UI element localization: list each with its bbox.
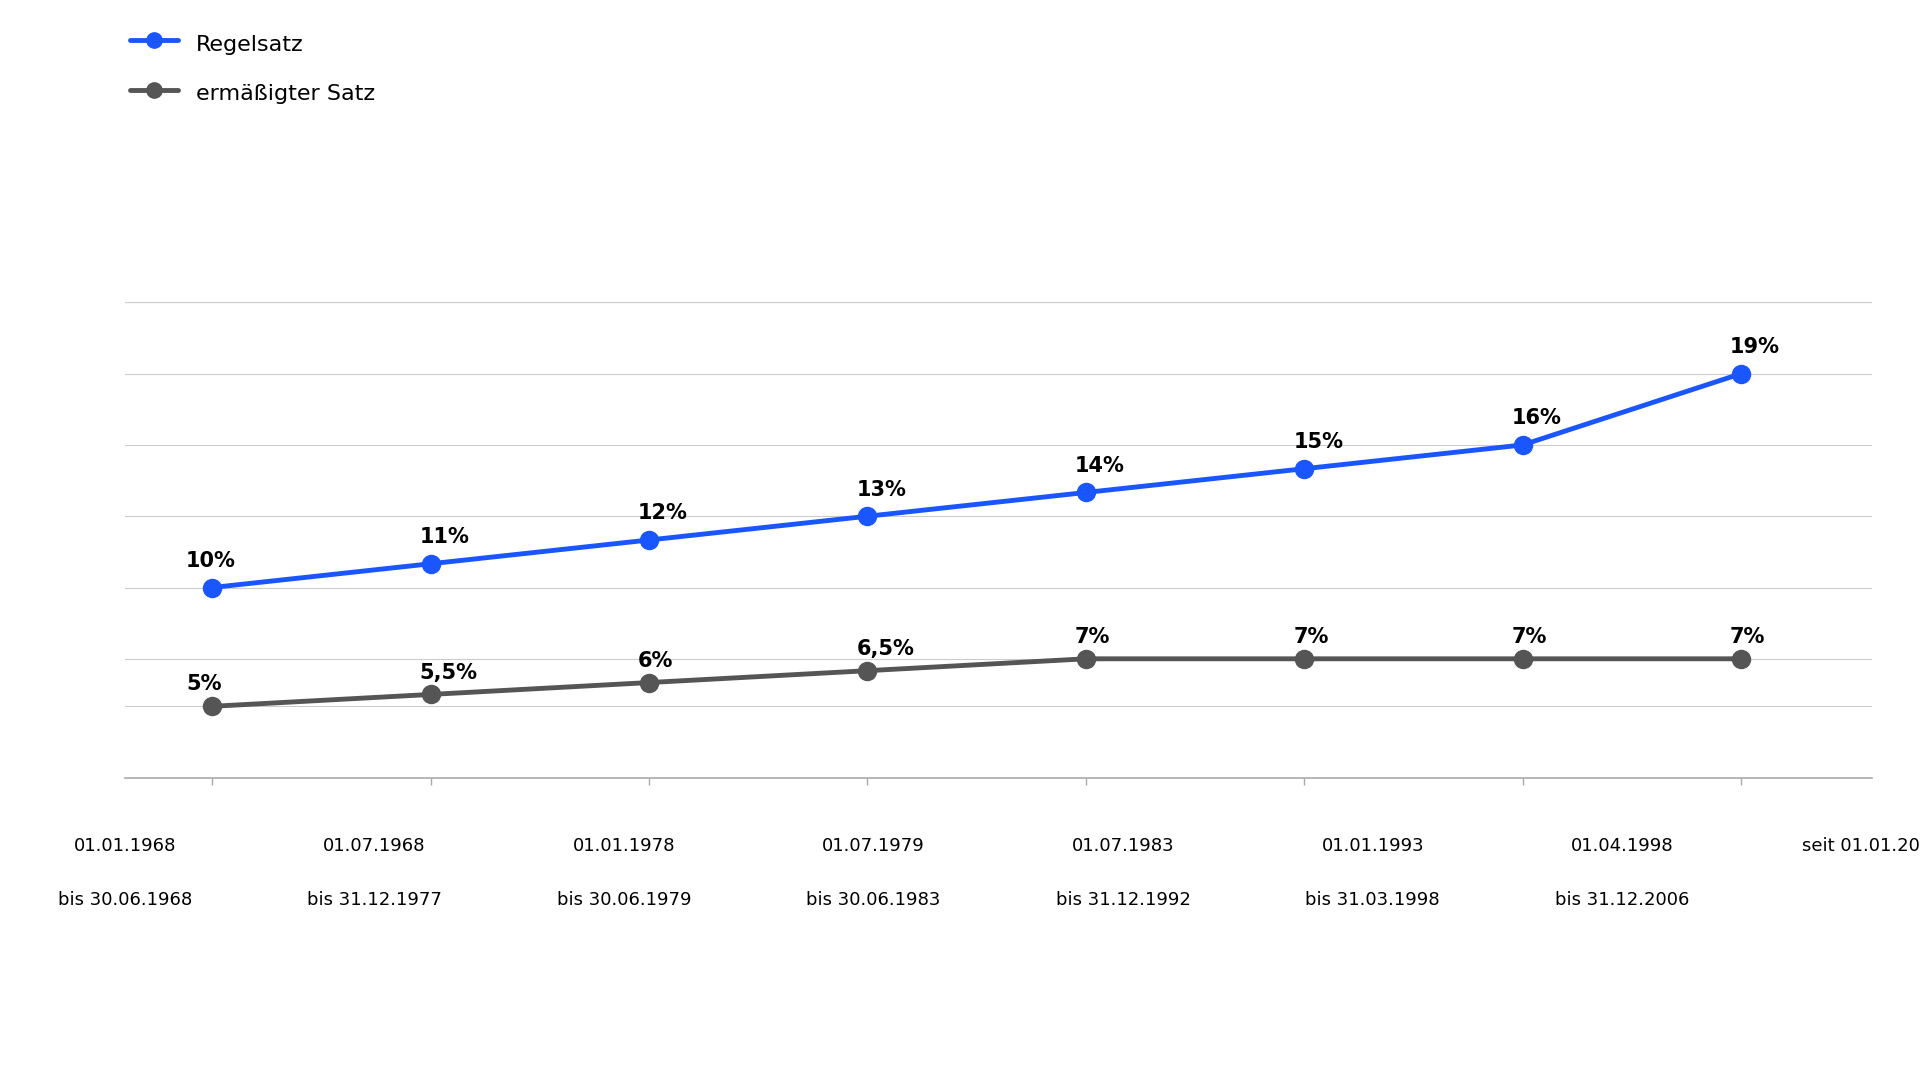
Text: 11%: 11%	[420, 527, 470, 548]
Text: bis 30.06.1979: bis 30.06.1979	[557, 891, 691, 909]
Regelsatz	[1075, 486, 1098, 499]
Text: bis 31.12.2006: bis 31.12.2006	[1555, 891, 1690, 909]
Text: 6,5%: 6,5%	[856, 638, 914, 659]
ermäßigter Satz	[1730, 652, 1753, 665]
Regelsatz	[419, 557, 442, 570]
Text: 01.01.1978: 01.01.1978	[572, 837, 676, 855]
Text: 7%: 7%	[1511, 626, 1548, 647]
ermäßigter Satz	[1292, 652, 1315, 665]
Text: 13%: 13%	[856, 480, 906, 500]
ermäßigter Satz	[1511, 652, 1534, 665]
Regelsatz	[1292, 462, 1315, 475]
Legend: Regelsatz, ermäßigter Satz: Regelsatz, ermäßigter Satz	[119, 18, 386, 118]
Text: bis 31.12.1992: bis 31.12.1992	[1056, 891, 1190, 909]
Text: 01.07.1979: 01.07.1979	[822, 837, 925, 855]
Text: 01.07.1968: 01.07.1968	[323, 837, 426, 855]
Text: 6%: 6%	[637, 650, 674, 671]
Text: seit 01.01.2007: seit 01.01.2007	[1801, 837, 1920, 855]
ermäßigter Satz	[1075, 652, 1098, 665]
Text: 7%: 7%	[1730, 626, 1764, 647]
Text: 7%: 7%	[1075, 626, 1110, 647]
Text: 10%: 10%	[186, 551, 236, 571]
Text: 01.01.1993: 01.01.1993	[1321, 837, 1425, 855]
Text: 01.04.1998: 01.04.1998	[1571, 837, 1674, 855]
Text: bis 30.06.1968: bis 30.06.1968	[58, 891, 192, 909]
Regelsatz	[202, 581, 225, 594]
Text: 19%: 19%	[1730, 337, 1780, 357]
Text: 14%: 14%	[1075, 456, 1125, 476]
Text: 7%: 7%	[1294, 626, 1329, 647]
Text: bis 31.12.1977: bis 31.12.1977	[307, 891, 442, 909]
Text: 16%: 16%	[1511, 408, 1561, 429]
Regelsatz	[856, 510, 879, 523]
Text: 01.01.1968: 01.01.1968	[73, 837, 177, 855]
Line: Regelsatz: Regelsatz	[204, 365, 1749, 596]
Regelsatz	[1511, 438, 1534, 451]
ermäßigter Satz	[856, 664, 879, 677]
Text: 12%: 12%	[637, 503, 687, 524]
Line: ermäßigter Satz: ermäßigter Satz	[204, 650, 1749, 715]
Regelsatz	[1730, 367, 1753, 380]
ermäßigter Satz	[637, 676, 660, 689]
Text: 15%: 15%	[1294, 432, 1344, 453]
ermäßigter Satz	[202, 700, 225, 713]
Text: bis 30.06.1983: bis 30.06.1983	[806, 891, 941, 909]
ermäßigter Satz	[419, 688, 442, 701]
Text: 5,5%: 5,5%	[420, 662, 478, 683]
Text: bis 31.03.1998: bis 31.03.1998	[1306, 891, 1440, 909]
Text: 01.07.1983: 01.07.1983	[1071, 837, 1175, 855]
Regelsatz	[637, 534, 660, 546]
Text: 5%: 5%	[186, 674, 221, 694]
